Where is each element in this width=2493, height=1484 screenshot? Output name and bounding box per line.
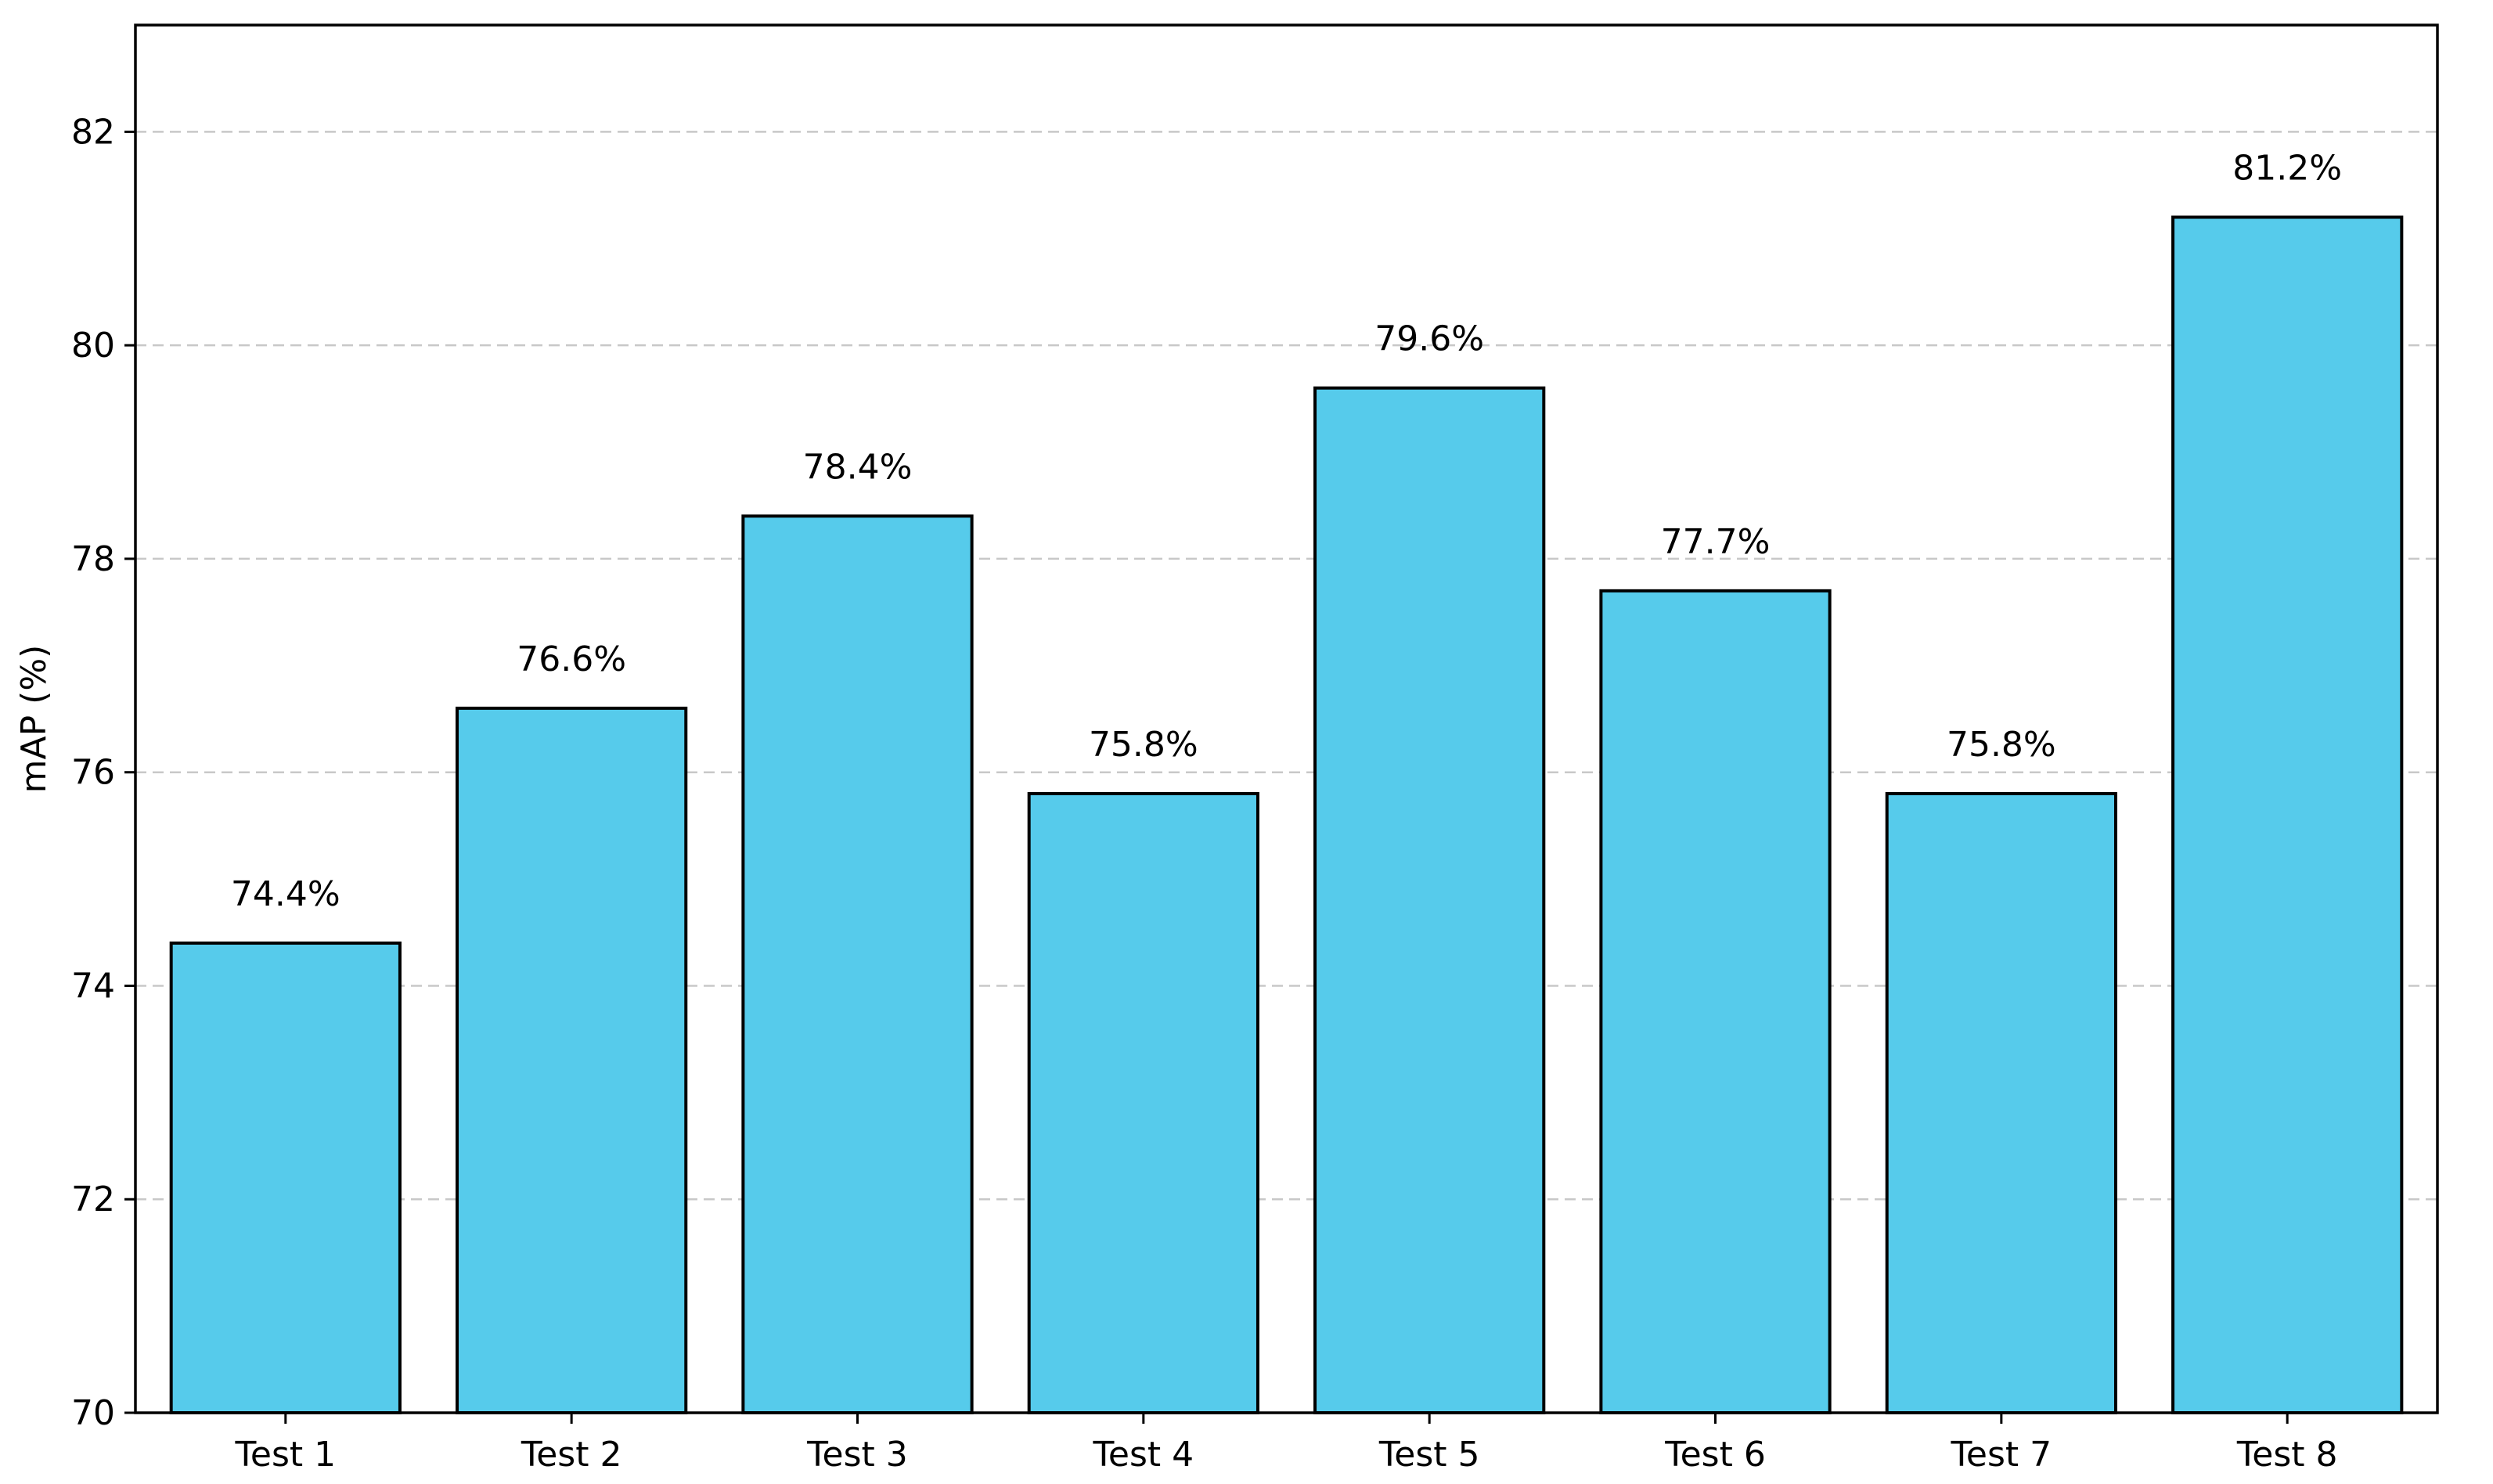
bar-value-label: 75.8% [1947,725,2056,765]
y-tick-label: 72 [71,1180,115,1219]
y-axis-label: mAP (%) [14,645,54,794]
y-tick-label: 76 [71,753,115,793]
bar [1885,791,2117,1414]
bar [456,706,688,1414]
bars [169,215,2404,1415]
x-tick-label: Test 8 [2236,1435,2338,1475]
bar-value-label: 75.8% [1089,725,1198,765]
y-tick-label: 70 [71,1393,115,1433]
bar [2171,215,2404,1414]
bar [1599,589,1832,1414]
x-tick-label: Test 4 [1093,1435,1194,1475]
bar-value-label: 74.4% [231,874,340,914]
bar-value-label: 78.4% [803,447,913,487]
x-tick-label: Test 3 [806,1435,908,1475]
y-tick-label: 74 [71,966,115,1006]
bar-value-label: 76.6% [517,639,626,679]
bar-value-label: 79.6% [1374,319,1484,359]
y-tick-label: 78 [71,539,115,579]
y-tick-label: 80 [71,326,115,366]
x-tick-label: Test 2 [521,1435,622,1475]
x-axis: Test 1 Test 2 Test 3 Test 4 Test 5 Test 6 Test… [234,1413,2338,1475]
y-axis: 70 72 74 76 78 80 82 [71,112,135,1433]
bar [1313,386,1546,1415]
x-tick-label: Test 7 [1951,1435,2052,1475]
plot-frame [134,23,2439,1414]
bar [741,514,974,1414]
bar-value-labels: 74.4% 76.6% 78.4% 75.8% 79.6% 77.7% 75.8% 81.2% [231,148,2342,913]
y-tick-label: 82 [71,112,115,152]
bar-value-label: 81.2% [2232,148,2342,188]
bar-value-label: 77.7% [1661,522,1771,562]
x-tick-label: Test 5 [1378,1435,1480,1475]
bar [169,941,402,1414]
bar [1027,791,1259,1414]
x-tick-label: Test 6 [1664,1435,1766,1475]
x-tick-label: Test 1 [234,1435,336,1475]
